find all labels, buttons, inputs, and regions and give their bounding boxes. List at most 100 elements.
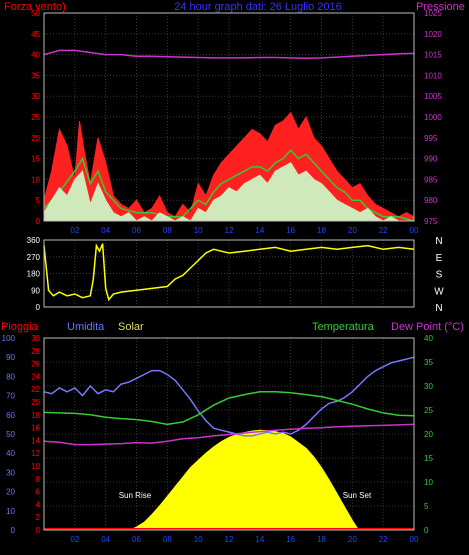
humidity-axis-tick-20: 20 bbox=[6, 488, 15, 497]
humidity-axis-tick-40: 40 bbox=[6, 449, 15, 458]
header-left-label: Forza vento) bbox=[4, 1, 66, 13]
pressure-axis-tick-1025: 1025 bbox=[424, 9, 442, 18]
rain-axis-tick-30: 30 bbox=[31, 334, 40, 343]
temp-time-tick-04: 04 bbox=[101, 535, 110, 544]
rain-axis-tick-24: 24 bbox=[31, 372, 40, 381]
wind-average-line bbox=[43, 149, 415, 222]
wind-axis-tick-20: 20 bbox=[31, 134, 40, 143]
wind-axis-tick-5: 5 bbox=[36, 196, 41, 205]
temp-panel-frame bbox=[43, 337, 415, 531]
wind-axis-tick-35: 35 bbox=[31, 71, 40, 80]
wind-axis-tick-0: 0 bbox=[36, 217, 41, 226]
wind-axis-tick-30: 30 bbox=[31, 92, 40, 101]
temp-time-tick-12: 12 bbox=[225, 535, 234, 544]
temp-time-tick-22: 22 bbox=[379, 535, 388, 544]
wind-axis-tick-45: 45 bbox=[31, 30, 40, 39]
humidity-axis-tick-10: 10 bbox=[6, 507, 15, 516]
pressure-axis-tick-1010: 1010 bbox=[424, 71, 442, 80]
humidity-label: Umidita bbox=[67, 321, 105, 333]
temp-axis-tick-10: 10 bbox=[424, 478, 433, 487]
wind-time-tick-12: 12 bbox=[225, 226, 234, 235]
direction-axis-tick-0: 0 bbox=[36, 303, 41, 312]
wind-direction-line bbox=[43, 243, 415, 302]
humidity-axis-tick-80: 80 bbox=[6, 372, 15, 381]
rain-axis-tick-6: 6 bbox=[36, 488, 41, 497]
pressure-axis-tick-1000: 1000 bbox=[424, 113, 442, 122]
wind-axis-tick-40: 40 bbox=[31, 51, 40, 60]
rain-axis-tick-2: 2 bbox=[36, 513, 41, 522]
temp-axis-tick-15: 15 bbox=[424, 454, 433, 463]
rain-axis-tick-12: 12 bbox=[31, 449, 40, 458]
direction-axis-tick-90: 90 bbox=[31, 286, 40, 295]
temp-time-tick-14: 14 bbox=[255, 535, 264, 544]
header-right-label: Pressione bbox=[416, 1, 465, 13]
temp-time-tick-06: 06 bbox=[132, 535, 141, 544]
rain-axis-tick-10: 10 bbox=[31, 462, 40, 471]
humidity-line bbox=[43, 356, 415, 437]
temperature-label: Temperatura bbox=[312, 321, 375, 333]
pressure-axis-tick-995: 995 bbox=[424, 134, 438, 143]
temp-axis-tick-35: 35 bbox=[424, 358, 433, 367]
temperature-line bbox=[43, 391, 415, 426]
text-layer: 0510152025303540455097598098599099510001… bbox=[2, 9, 445, 544]
temp-time-tick-00: 00 bbox=[410, 535, 419, 544]
direction-axis-tick-180: 180 bbox=[27, 270, 41, 279]
rain-axis-tick-28: 28 bbox=[31, 347, 40, 356]
humidity-axis-tick-60: 60 bbox=[6, 411, 15, 420]
wind-axis-tick-50: 50 bbox=[31, 9, 40, 18]
wind-time-tick-00: 00 bbox=[410, 226, 419, 235]
wind-axis-tick-10: 10 bbox=[31, 175, 40, 184]
humidity-axis-tick-0: 0 bbox=[11, 526, 16, 535]
wind-time-tick-22: 22 bbox=[379, 226, 388, 235]
solar-label: Solar bbox=[118, 321, 144, 333]
rain-axis-tick-22: 22 bbox=[31, 385, 40, 394]
compass-tick-N-0: N bbox=[435, 303, 442, 314]
humidity-axis-tick-30: 30 bbox=[6, 468, 15, 477]
rain-axis-tick-8: 8 bbox=[36, 475, 41, 484]
pressure-axis-tick-1005: 1005 bbox=[424, 92, 442, 101]
dew-point-line bbox=[43, 423, 415, 446]
humidity-axis-tick-90: 90 bbox=[6, 353, 15, 362]
rain-axis-tick-18: 18 bbox=[31, 411, 40, 420]
temp-time-tick-16: 16 bbox=[286, 535, 295, 544]
wind-time-tick-08: 08 bbox=[163, 226, 172, 235]
wind-time-tick-02: 02 bbox=[70, 226, 79, 235]
wind-speed-area bbox=[43, 162, 414, 222]
wind-time-tick-14: 14 bbox=[255, 226, 264, 235]
wind-axis-tick-25: 25 bbox=[31, 113, 40, 122]
rain-axis-tick-26: 26 bbox=[31, 360, 40, 369]
frames-layer bbox=[43, 12, 415, 531]
rain-axis-tick-16: 16 bbox=[31, 424, 40, 433]
wind-time-tick-16: 16 bbox=[286, 226, 295, 235]
compass-tick-W-1: W bbox=[434, 286, 444, 297]
temp-time-tick-20: 20 bbox=[348, 535, 357, 544]
temp-axis-tick-0: 0 bbox=[424, 526, 429, 535]
humidity-axis-tick-70: 70 bbox=[6, 392, 15, 401]
pressure-axis-tick-980: 980 bbox=[424, 196, 438, 205]
pressure-axis-tick-975: 975 bbox=[424, 217, 438, 226]
pressure-axis-tick-990: 990 bbox=[424, 155, 438, 164]
pressure-axis-tick-1015: 1015 bbox=[424, 51, 442, 60]
rain-axis-tick-4: 4 bbox=[36, 500, 41, 509]
sun-annotation-1: Sun Set bbox=[343, 491, 372, 500]
temp-time-tick-10: 10 bbox=[194, 535, 203, 544]
humidity-axis-tick-100: 100 bbox=[2, 334, 16, 343]
wind-time-tick-20: 20 bbox=[348, 226, 357, 235]
temp-time-tick-18: 18 bbox=[317, 535, 326, 544]
wind-time-tick-10: 10 bbox=[194, 226, 203, 235]
wind-panel-frame bbox=[43, 12, 415, 222]
pressure-axis-tick-1020: 1020 bbox=[424, 30, 442, 39]
wind-time-tick-04: 04 bbox=[101, 226, 110, 235]
wind-time-tick-06: 06 bbox=[132, 226, 141, 235]
chart-title: 24 hour graph dati: 26 Luglio 2016 bbox=[174, 1, 342, 13]
rain-axis-tick-14: 14 bbox=[31, 436, 40, 445]
temp-axis-tick-25: 25 bbox=[424, 406, 433, 415]
rain-label: Pioggia bbox=[1, 321, 39, 333]
pressure-axis-tick-985: 985 bbox=[424, 175, 438, 184]
direction-axis-tick-360: 360 bbox=[27, 236, 41, 245]
rain-axis-tick-20: 20 bbox=[31, 398, 40, 407]
temp-axis-tick-5: 5 bbox=[424, 502, 429, 511]
compass-tick-E-3: E bbox=[436, 253, 443, 264]
direction-panel-frame bbox=[43, 239, 415, 308]
